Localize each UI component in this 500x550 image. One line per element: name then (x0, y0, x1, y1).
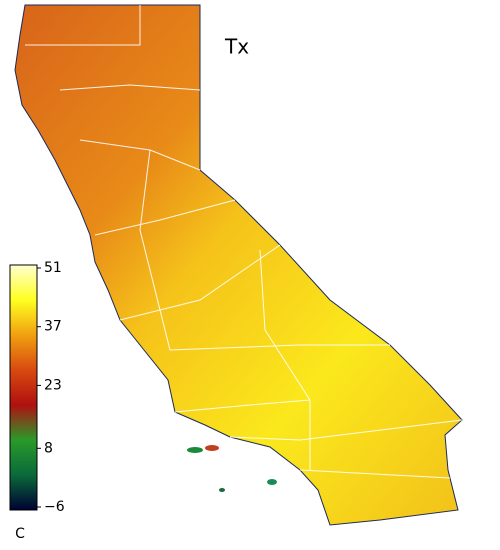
colorbar-unit: C (15, 526, 25, 542)
colorbar-tick-label: 8 (44, 440, 53, 456)
colorbar-tick-label: 51 (44, 260, 62, 276)
california (14, 4, 463, 526)
colorbar-tick-label: 37 (44, 319, 62, 335)
colorbar (9, 264, 38, 511)
state-shape (14, 4, 463, 526)
colorbar-tick-label: 23 (44, 377, 62, 393)
colorbar-tick-label: −6 (44, 499, 65, 515)
map-title: Tx (224, 35, 249, 59)
islands (187, 445, 277, 492)
county-lines (25, 5, 463, 479)
